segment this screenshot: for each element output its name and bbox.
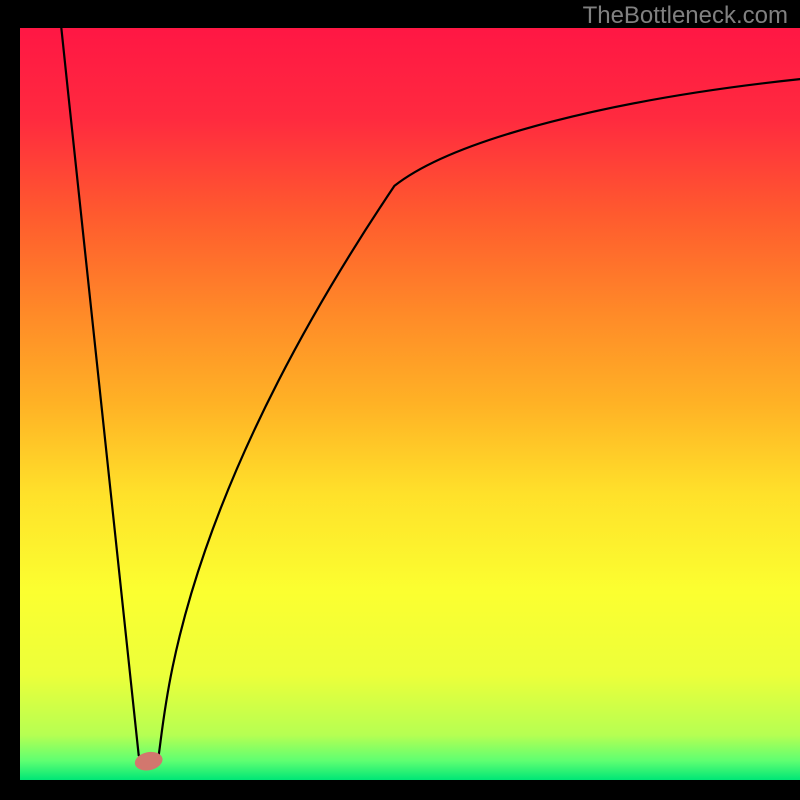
watermark-text: TheBottleneck.com: [583, 2, 788, 30]
gradient-background: [20, 28, 800, 780]
plot-area: [20, 28, 800, 780]
plot-svg: [20, 28, 800, 780]
